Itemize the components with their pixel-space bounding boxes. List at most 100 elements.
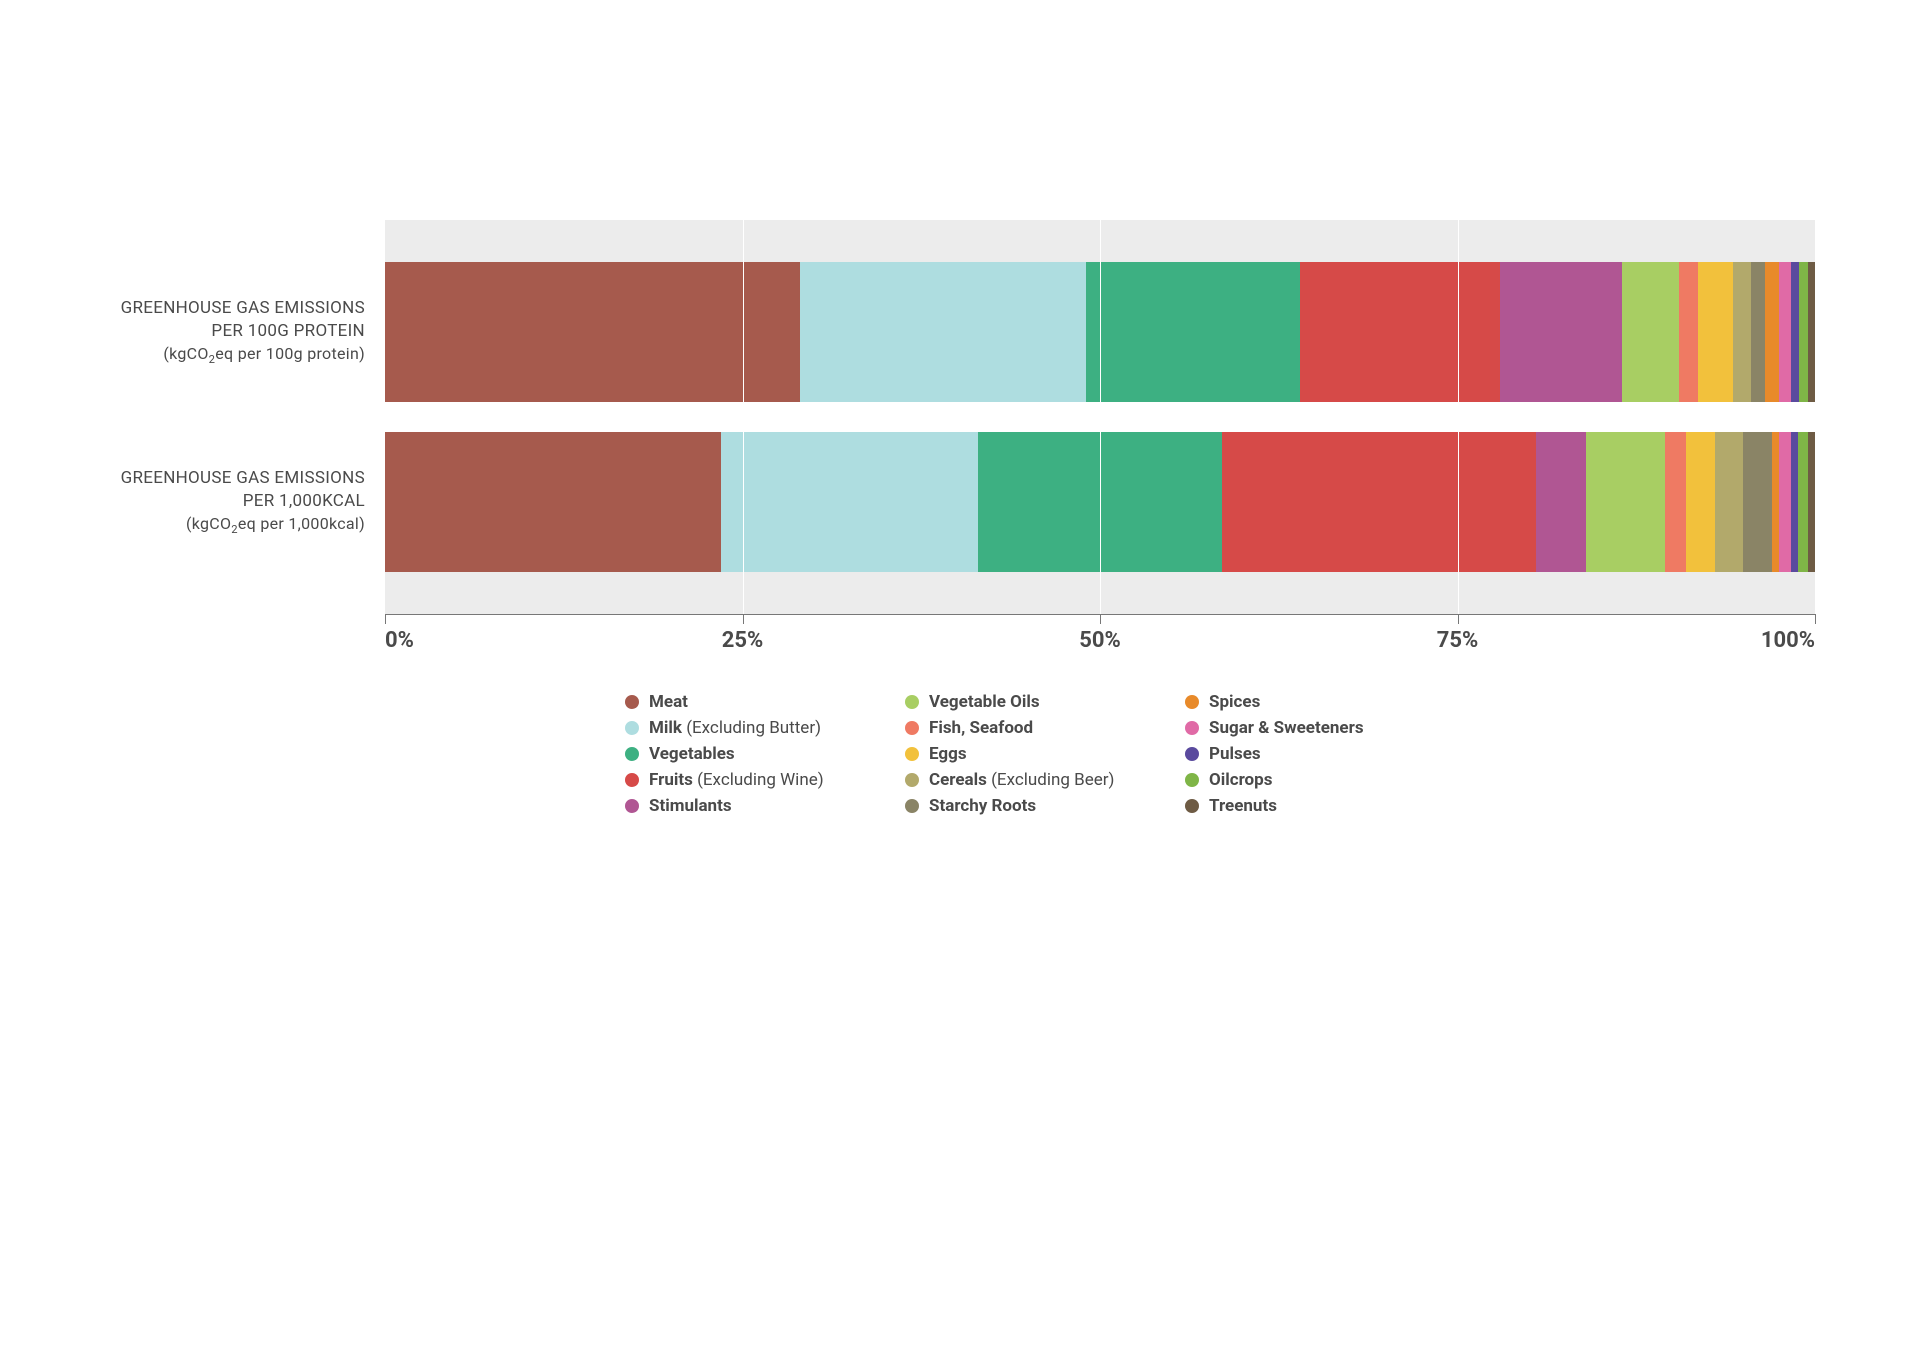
segment-fruits bbox=[1300, 262, 1500, 402]
legend-label: Fruits (Excluding Wine) bbox=[649, 770, 824, 790]
segment-eggs bbox=[1686, 432, 1715, 572]
x-axis: 0% 25% 50% 75% 100% bbox=[385, 614, 1815, 664]
legend-swatch bbox=[1185, 799, 1199, 813]
legend-label: Meat bbox=[649, 692, 688, 712]
row-label bbox=[115, 220, 385, 262]
legend-label: Sugar & Sweeteners bbox=[1209, 718, 1364, 738]
segment-fish_seafood bbox=[1679, 262, 1698, 402]
tick bbox=[743, 614, 744, 624]
tick-label: 0% bbox=[385, 628, 414, 653]
legend-item-starchy_roots: Starchy Roots bbox=[905, 796, 1165, 816]
row-bars bbox=[385, 572, 1815, 614]
row-bars bbox=[385, 220, 1815, 262]
tick-label: 50% bbox=[1079, 628, 1121, 653]
legend-label: Fish, Seafood bbox=[929, 718, 1033, 738]
tick bbox=[1815, 614, 1816, 624]
segment-vegetable_oils bbox=[1586, 432, 1665, 572]
legend-swatch bbox=[625, 695, 639, 709]
legend-item-stimulants: Stimulants bbox=[625, 796, 885, 816]
segment-stimulants bbox=[1536, 432, 1586, 572]
tick-label: 75% bbox=[1437, 628, 1479, 653]
legend-swatch bbox=[905, 695, 919, 709]
segment-oilcrops bbox=[1798, 432, 1808, 572]
data-row: GREENHOUSE GAS EMISSIONSPER 1,000KCAL(kg… bbox=[115, 432, 1815, 572]
legend-swatch bbox=[625, 773, 639, 787]
legend-item-vegetable_oils: Vegetable Oils bbox=[905, 692, 1165, 712]
segment-treenuts bbox=[1808, 432, 1815, 572]
tick bbox=[1458, 614, 1459, 624]
legend-swatch bbox=[625, 721, 639, 735]
segment-milk bbox=[721, 432, 978, 572]
legend-item-cereals: Cereals (Excluding Beer) bbox=[905, 770, 1165, 790]
segment-fruits bbox=[1222, 432, 1537, 572]
legend-swatch bbox=[905, 773, 919, 787]
segment-sugar_sweeteners bbox=[1779, 262, 1790, 402]
tick-label: 25% bbox=[722, 628, 764, 653]
bar-track bbox=[385, 262, 1815, 402]
tick bbox=[1100, 614, 1101, 624]
gap-row bbox=[115, 402, 1815, 432]
legend-item-pulses: Pulses bbox=[1185, 744, 1445, 764]
legend-item-spices: Spices bbox=[1185, 692, 1445, 712]
segment-sugar_sweeteners bbox=[1779, 432, 1790, 572]
legend-label: Starchy Roots bbox=[929, 796, 1036, 816]
pad-row pad-top bbox=[115, 220, 1815, 262]
tick bbox=[385, 614, 386, 624]
legend-swatch bbox=[1185, 721, 1199, 735]
legend-item-vegetables: Vegetables bbox=[625, 744, 885, 764]
pad-row pad-bottom bbox=[115, 572, 1815, 614]
legend-item-fish_seafood: Fish, Seafood bbox=[905, 718, 1165, 738]
segment-milk bbox=[800, 262, 1086, 402]
segment-eggs bbox=[1698, 262, 1734, 402]
segment-oilcrops bbox=[1799, 262, 1808, 402]
legend-item-milk: Milk (Excluding Butter) bbox=[625, 718, 885, 738]
legend: Meat Vegetable Oils Spices Milk (Excluding … bbox=[625, 692, 1815, 816]
legend-label: Cereals (Excluding Beer) bbox=[929, 770, 1114, 790]
legend-swatch bbox=[625, 747, 639, 761]
row-bars bbox=[385, 402, 1815, 432]
legend-swatch bbox=[1185, 747, 1199, 761]
legend-label: Treenuts bbox=[1209, 796, 1277, 816]
legend-label: Milk (Excluding Butter) bbox=[649, 718, 821, 738]
segment-pulses bbox=[1791, 262, 1800, 402]
legend-swatch bbox=[905, 799, 919, 813]
data-row: GREENHOUSE GAS EMISSIONSPER 100G PROTEIN… bbox=[115, 262, 1815, 402]
bar-track bbox=[385, 432, 1815, 572]
row-bars bbox=[385, 432, 1815, 572]
segment-vegetables bbox=[978, 432, 1221, 572]
legend-swatch bbox=[905, 747, 919, 761]
segment-vegetable_oils bbox=[1622, 262, 1679, 402]
legend-item-oilcrops: Oilcrops bbox=[1185, 770, 1445, 790]
row-label: GREENHOUSE GAS EMISSIONSPER 1,000KCAL(kg… bbox=[115, 432, 385, 572]
segment-cereals bbox=[1715, 432, 1744, 572]
legend-item-fruits: Fruits (Excluding Wine) bbox=[625, 770, 885, 790]
segment-starchy_roots bbox=[1751, 262, 1765, 402]
legend-item-eggs: Eggs bbox=[905, 744, 1165, 764]
row-label: GREENHOUSE GAS EMISSIONSPER 100G PROTEIN… bbox=[115, 262, 385, 402]
segment-fish_seafood bbox=[1665, 432, 1686, 572]
tick-label: 100% bbox=[1761, 628, 1815, 653]
legend-label: Eggs bbox=[929, 744, 967, 764]
legend-item-meat: Meat bbox=[625, 692, 885, 712]
segment-spices bbox=[1772, 432, 1779, 572]
segment-spices bbox=[1765, 262, 1779, 402]
stacked-bar-chart: GREENHOUSE GAS EMISSIONSPER 100G PROTEIN… bbox=[115, 220, 1815, 816]
segment-cereals bbox=[1733, 262, 1750, 402]
segment-treenuts bbox=[1808, 262, 1815, 402]
legend-swatch bbox=[625, 799, 639, 813]
legend-label: Vegetable Oils bbox=[929, 692, 1040, 712]
legend-swatch bbox=[905, 721, 919, 735]
segment-stimulants bbox=[1500, 262, 1622, 402]
legend-label: Stimulants bbox=[649, 796, 732, 816]
legend-label: Vegetables bbox=[649, 744, 735, 764]
legend-swatch bbox=[1185, 773, 1199, 787]
segment-pulses bbox=[1791, 432, 1798, 572]
legend-item-treenuts: Treenuts bbox=[1185, 796, 1445, 816]
segment-vegetables bbox=[1086, 262, 1301, 402]
legend-swatch bbox=[1185, 695, 1199, 709]
legend-item-sugar_sweeteners: Sugar & Sweeteners bbox=[1185, 718, 1445, 738]
legend-label: Spices bbox=[1209, 692, 1260, 712]
row-label bbox=[115, 402, 385, 432]
legend-label: Oilcrops bbox=[1209, 770, 1272, 790]
segment-meat bbox=[385, 432, 721, 572]
